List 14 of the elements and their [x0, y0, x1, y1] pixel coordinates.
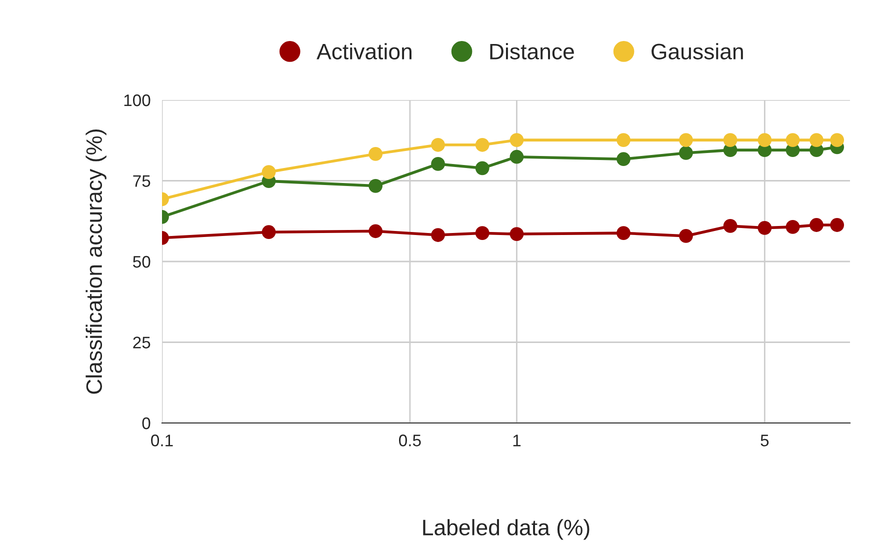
y-tick-label: 25 [133, 336, 150, 348]
y-tick-label: 100 [124, 94, 150, 106]
legend-label: Gaussian [652, 43, 743, 60]
legend-label: Activation [316, 43, 412, 60]
x-tick-label: 1 [513, 434, 521, 446]
x-tick-label: 0.1 [151, 434, 173, 446]
y-tick-label: 0 [142, 417, 150, 430]
y-tick-label: 75 [133, 175, 150, 187]
x-tick-label: 0.5 [399, 434, 421, 446]
x-tick-label: 5 [760, 434, 769, 446]
legend-label: Distance [490, 43, 574, 60]
y-tick-label: 50 [133, 256, 150, 268]
y-axis-title: Classification accuracy (%) [86, 130, 106, 394]
x-axis-title: Labeled data (%) [423, 519, 590, 540]
